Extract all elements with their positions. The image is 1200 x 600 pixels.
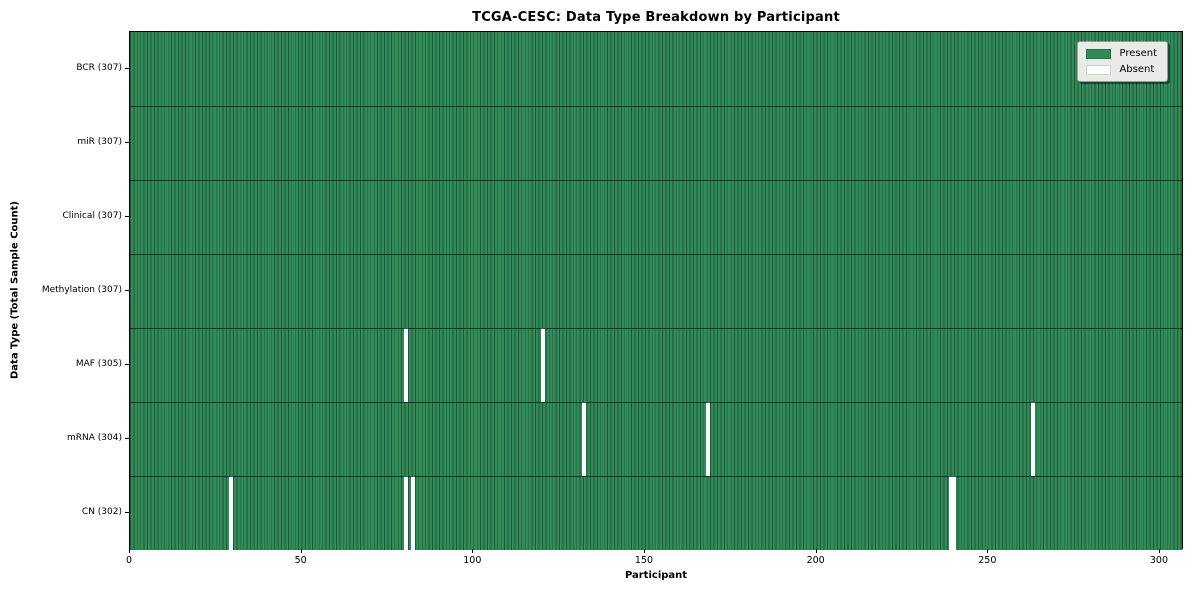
x-tick-mark [472, 549, 474, 553]
matrix-rows [130, 32, 1182, 550]
x-tick-label: 100 [463, 555, 482, 566]
legend-item-present: Present [1086, 48, 1157, 59]
row-bcr [130, 32, 1182, 106]
row-divider [130, 106, 1182, 107]
y-tick-mark [125, 216, 129, 217]
legend-label-present: Present [1119, 48, 1157, 59]
y-tick-label-maf: MAF (305) [75, 359, 122, 369]
absent-bar [404, 328, 409, 402]
row-mrna [130, 402, 1182, 476]
y-tick-mark [125, 290, 129, 291]
absent-bar [541, 328, 546, 402]
absent-bar [582, 402, 587, 476]
absent-bar [404, 476, 409, 550]
absent-bar [948, 476, 953, 550]
y-tick-label-mrna: mRNA (304) [67, 433, 122, 443]
y-tick-label-clinical: Clinical (307) [62, 211, 122, 221]
x-tick-label: 250 [978, 555, 997, 566]
row-divider [130, 476, 1182, 477]
x-tick-mark [643, 549, 645, 553]
legend-label-absent: Absent [1119, 64, 1155, 75]
y-tick-mark [125, 438, 129, 439]
legend-swatch-absent-icon [1086, 64, 1112, 75]
plot-area: Present Absent [129, 31, 1183, 550]
y-tick-mark [125, 364, 129, 365]
x-tick-mark [815, 549, 817, 553]
absent-bar [1031, 402, 1036, 476]
y-tick-label-methylation: Methylation (307) [41, 285, 122, 295]
y-tick-mark [125, 142, 129, 143]
absent-bar [410, 476, 416, 550]
x-tick-mark [987, 549, 989, 553]
x-tick-label: 0 [125, 555, 133, 566]
x-axis-title: Participant [624, 570, 688, 581]
x-tick-label: 300 [1149, 555, 1169, 566]
legend-item-absent: Absent [1086, 64, 1157, 75]
row-cn [130, 476, 1182, 550]
x-tick-mark [129, 549, 130, 553]
legend: Present Absent [1077, 41, 1168, 82]
row-divider [130, 254, 1182, 255]
row-divider [130, 180, 1182, 181]
absent-bar [229, 476, 234, 550]
y-tick-label-bcr: BCR (307) [76, 63, 122, 73]
x-tick-mark [1158, 549, 1160, 553]
legend-swatch-present-icon [1086, 48, 1112, 59]
y-tick-label-mir: miR (307) [77, 137, 122, 147]
absent-bar [705, 402, 710, 476]
absent-bar [952, 476, 957, 550]
chart-title: TCGA-CESC: Data Type Breakdown by Partic… [472, 10, 840, 25]
x-tick-label: 50 [294, 555, 307, 566]
y-tick-label-cn: CN (302) [81, 507, 122, 517]
y-tick-mark [125, 68, 129, 69]
x-tick-mark [300, 549, 302, 553]
row-clinical [130, 180, 1182, 254]
row-mir [130, 106, 1182, 180]
x-tick-label: 200 [806, 555, 825, 566]
y-tick-mark [125, 512, 129, 513]
x-tick-label: 150 [634, 555, 654, 566]
row-divider [130, 328, 1182, 329]
row-divider [130, 402, 1182, 403]
row-maf [130, 328, 1182, 402]
row-methylation [130, 254, 1182, 328]
